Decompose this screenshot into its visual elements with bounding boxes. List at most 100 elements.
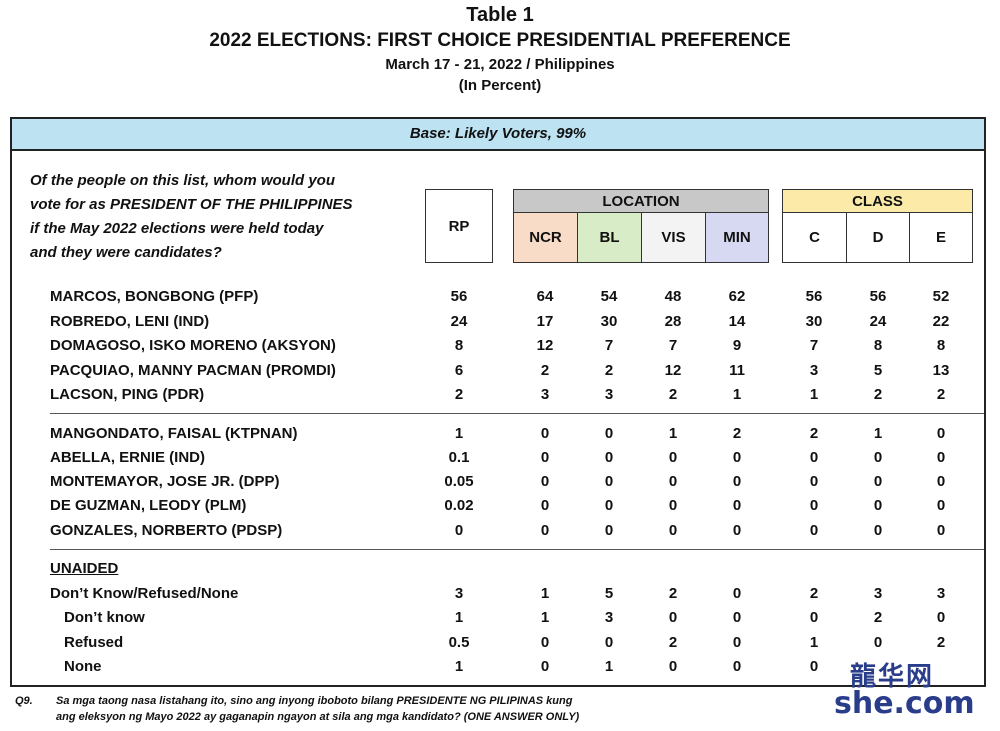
table-row: Don’t know 1 1 3 0 0 0 2 0 xyxy=(12,606,984,630)
candidate-name: MARCOS, BONGBONG (PFP) xyxy=(50,288,259,305)
value-ncr: 64 xyxy=(536,288,554,305)
candidate-name: ROBREDO, LENI (IND) xyxy=(50,313,210,330)
watermark-logo: 龍华网 she.com xyxy=(812,660,987,722)
value-ncr: 1 xyxy=(540,609,550,626)
value-vis: 2 xyxy=(668,585,678,602)
value-ncr: 0 xyxy=(540,634,550,651)
value-min: 0 xyxy=(732,609,742,626)
value-d: 2 xyxy=(873,609,883,626)
value-d: 56 xyxy=(869,288,887,305)
value-d: 0 xyxy=(873,473,883,490)
table-row: ABELLA, ERNIE (IND) 0.1 0 0 0 0 0 0 0 xyxy=(12,446,984,470)
value-vis: 0 xyxy=(668,497,678,514)
question-line: if the May 2022 elections were held toda… xyxy=(30,220,324,237)
value-vis: 0 xyxy=(668,449,678,466)
class-header: CLASS xyxy=(782,189,973,213)
value-min: 0 xyxy=(732,473,742,490)
candidate-name: DE GUZMAN, LEODY (PLM) xyxy=(50,497,247,514)
value-rp: 0.05 xyxy=(444,473,474,490)
value-d: 8 xyxy=(873,337,883,354)
value-vis: 0 xyxy=(668,658,678,675)
value-e: 0 xyxy=(936,425,946,442)
table-row: MONTEMAYOR, JOSE JR. (DPP) 0.05 0 0 0 0 … xyxy=(12,470,984,494)
value-e: 3 xyxy=(936,585,946,602)
value-rp: 2 xyxy=(454,386,464,403)
value-ncr: 0 xyxy=(540,522,550,539)
value-bl: 0 xyxy=(604,425,614,442)
col-bl: BL xyxy=(577,212,642,263)
table-row: MARCOS, BONGBONG (PFP) 56 64 54 48 62 56… xyxy=(12,285,984,309)
value-bl: 54 xyxy=(600,288,618,305)
response-label: Refused xyxy=(64,634,124,651)
value-min: 0 xyxy=(732,449,742,466)
value-c: 3 xyxy=(809,362,819,379)
value-rp: 8 xyxy=(454,337,464,354)
value-e: 8 xyxy=(936,337,946,354)
value-c: 0 xyxy=(809,473,819,490)
candidate-name: LACSON, PING (PDR) xyxy=(50,386,205,403)
value-e: 52 xyxy=(932,288,950,305)
value-d: 2 xyxy=(873,386,883,403)
table-row: DOMAGOSO, ISKO MORENO (AKSYON) 8 12 7 7 … xyxy=(12,334,984,358)
value-c: 56 xyxy=(805,288,823,305)
value-d: 1 xyxy=(873,425,883,442)
value-bl: 0 xyxy=(604,449,614,466)
value-rp: 3 xyxy=(454,585,464,602)
value-e: 0 xyxy=(936,449,946,466)
col-class-c: C xyxy=(782,212,847,263)
table-title: 2022 ELECTIONS: FIRST CHOICE PRESIDENTIA… xyxy=(209,30,791,51)
value-c: 0 xyxy=(809,658,819,675)
value-e: 0 xyxy=(936,473,946,490)
group-divider xyxy=(50,413,984,414)
value-rp: 0.1 xyxy=(448,449,470,466)
footnote-line: ang eleksyon ng Mayo 2022 ay gaganapin n… xyxy=(56,711,580,723)
question-line: vote for as PRESIDENT OF THE PHILIPPINES xyxy=(30,196,353,213)
value-vis: 0 xyxy=(668,522,678,539)
value-min: 11 xyxy=(729,362,745,379)
candidate-name: DOMAGOSO, ISKO MORENO (AKSYON) xyxy=(50,337,336,354)
value-ncr: 12 xyxy=(536,337,554,354)
value-rp: 0 xyxy=(454,522,464,539)
value-rp: 6 xyxy=(454,362,464,379)
value-e: 0 xyxy=(936,609,946,626)
col-min: MIN xyxy=(705,212,769,263)
question-line: Of the people on this list, whom would y… xyxy=(30,172,335,189)
value-vis: 1 xyxy=(668,425,678,442)
value-e: 22 xyxy=(932,313,950,330)
value-bl: 30 xyxy=(600,313,618,330)
candidate-name: ABELLA, ERNIE (IND) xyxy=(50,449,205,466)
value-bl: 0 xyxy=(604,634,614,651)
value-min: 0 xyxy=(732,658,742,675)
value-d: 0 xyxy=(873,449,883,466)
value-c: 1 xyxy=(809,634,819,651)
value-vis: 48 xyxy=(664,288,682,305)
value-d: 24 xyxy=(869,313,887,330)
value-rp: 24 xyxy=(450,313,468,330)
response-label: Don’t Know/Refused/None xyxy=(50,585,239,602)
value-c: 7 xyxy=(809,337,819,354)
value-vis: 2 xyxy=(668,386,678,403)
col-class-e: E xyxy=(909,212,973,263)
candidate-name: MANGONDATO, FAISAL (KTPNAN) xyxy=(50,425,298,442)
value-min: 14 xyxy=(728,313,746,330)
table-row: Refused 0.5 0 0 2 0 1 0 2 xyxy=(12,631,984,655)
table-row: GONZALES, NORBERTO (PDSP) 0 0 0 0 0 0 0 … xyxy=(12,519,984,543)
value-d: 3 xyxy=(873,585,883,602)
question-line: and they were candidates? xyxy=(30,244,222,261)
table-row: ROBREDO, LENI (IND) 24 17 30 28 14 30 24… xyxy=(12,310,984,334)
table-row: Don’t Know/Refused/None 3 1 5 2 0 2 3 3 xyxy=(12,582,984,606)
unaided-heading-row: UNAIDED xyxy=(12,557,984,581)
value-c: 0 xyxy=(809,449,819,466)
value-bl: 3 xyxy=(604,386,614,403)
value-vis: 0 xyxy=(668,609,678,626)
value-ncr: 0 xyxy=(540,449,550,466)
value-e: 0 xyxy=(936,522,946,539)
value-e: 2 xyxy=(936,634,946,651)
value-bl: 0 xyxy=(604,497,614,514)
value-bl: 0 xyxy=(604,522,614,539)
value-ncr: 0 xyxy=(540,497,550,514)
survey-dates: March 17 - 21, 2022 / Philippines xyxy=(385,56,615,73)
rp-header: RP xyxy=(425,189,493,263)
value-vis: 28 xyxy=(664,313,682,330)
value-d: 0 xyxy=(873,522,883,539)
